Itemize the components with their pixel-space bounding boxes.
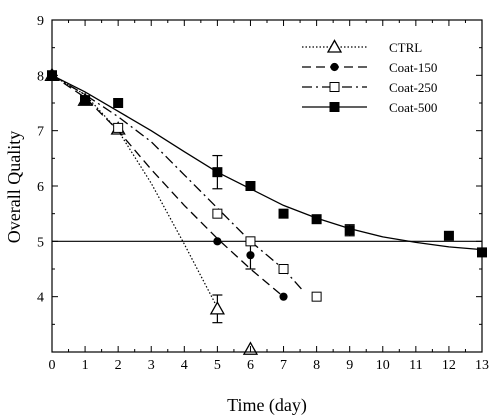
y-tick-label: 4 bbox=[37, 291, 44, 306]
series-line-coat-150 bbox=[51, 74, 284, 298]
legend-label-coat-250: Coat-250 bbox=[389, 80, 437, 95]
legend-label-coat-500: Coat-500 bbox=[389, 100, 437, 115]
data-point-coat-150 bbox=[213, 237, 222, 246]
x-tick-label: 12 bbox=[442, 358, 456, 373]
x-tick-label: 8 bbox=[313, 358, 320, 373]
data-point-coat-500 bbox=[245, 181, 256, 191]
series-ctrl bbox=[44, 67, 259, 355]
legend: CTRL Coat-150 Coat-250 Coat-500 bbox=[302, 39, 437, 115]
data-point-coat-500 bbox=[80, 95, 91, 106]
x-tick-label: 7 bbox=[280, 358, 287, 373]
legend-marker-coat-250 bbox=[329, 82, 340, 92]
x-tick-label: 11 bbox=[409, 358, 422, 373]
data-point-coat-500 bbox=[344, 225, 355, 236]
legend-marker-coat-500 bbox=[329, 102, 340, 112]
series-line-coat-500 bbox=[51, 74, 483, 251]
data-point-coat-150 bbox=[279, 292, 288, 301]
legend-label-coat-150: Coat-150 bbox=[389, 60, 437, 75]
x-tick-label: 0 bbox=[49, 358, 56, 373]
y-tick-label: 9 bbox=[37, 14, 44, 29]
data-point-coat-250 bbox=[113, 122, 124, 133]
data-point-coat-500 bbox=[212, 167, 223, 178]
data-point-coat-250 bbox=[278, 264, 289, 274]
x-tick-label: 2 bbox=[115, 358, 122, 373]
x-tick-label: 13 bbox=[475, 358, 489, 373]
x-tick-label: 5 bbox=[214, 358, 221, 373]
x-tick-label: 9 bbox=[346, 358, 353, 373]
data-point-coat-500 bbox=[443, 230, 454, 241]
y-tick-label: 6 bbox=[37, 180, 44, 195]
data-point-coat-500 bbox=[278, 208, 289, 219]
data-point-coat-150 bbox=[246, 251, 255, 260]
data-point-coat-500 bbox=[311, 214, 322, 225]
legend-label-ctrl: CTRL bbox=[389, 40, 422, 55]
x-tick-label: 10 bbox=[376, 358, 390, 373]
data-point-ctrl bbox=[209, 301, 225, 315]
series-coat-500 bbox=[47, 70, 487, 258]
x-axis-label: Time (day) bbox=[227, 395, 307, 416]
x-tick-label: 4 bbox=[181, 358, 188, 373]
y-tick-label: 5 bbox=[37, 235, 44, 250]
data-point-coat-500 bbox=[113, 98, 124, 108]
data-point-coat-250 bbox=[212, 208, 223, 219]
y-tick-label: 8 bbox=[37, 69, 44, 84]
y-tick-label: 7 bbox=[37, 125, 44, 140]
series-line-ctrl bbox=[51, 74, 218, 308]
x-tick-label: 1 bbox=[82, 358, 89, 373]
x-tick-label: 3 bbox=[148, 358, 155, 373]
legend-marker-coat-150 bbox=[330, 62, 339, 72]
data-point-coat-250 bbox=[311, 291, 322, 302]
x-tick-label: 6 bbox=[247, 358, 254, 373]
data-point-coat-250 bbox=[245, 236, 256, 247]
legend-marker-ctrl bbox=[326, 39, 343, 53]
y-axis-label: Overall Quality bbox=[4, 131, 24, 243]
series-line-coat-250 bbox=[51, 74, 304, 292]
